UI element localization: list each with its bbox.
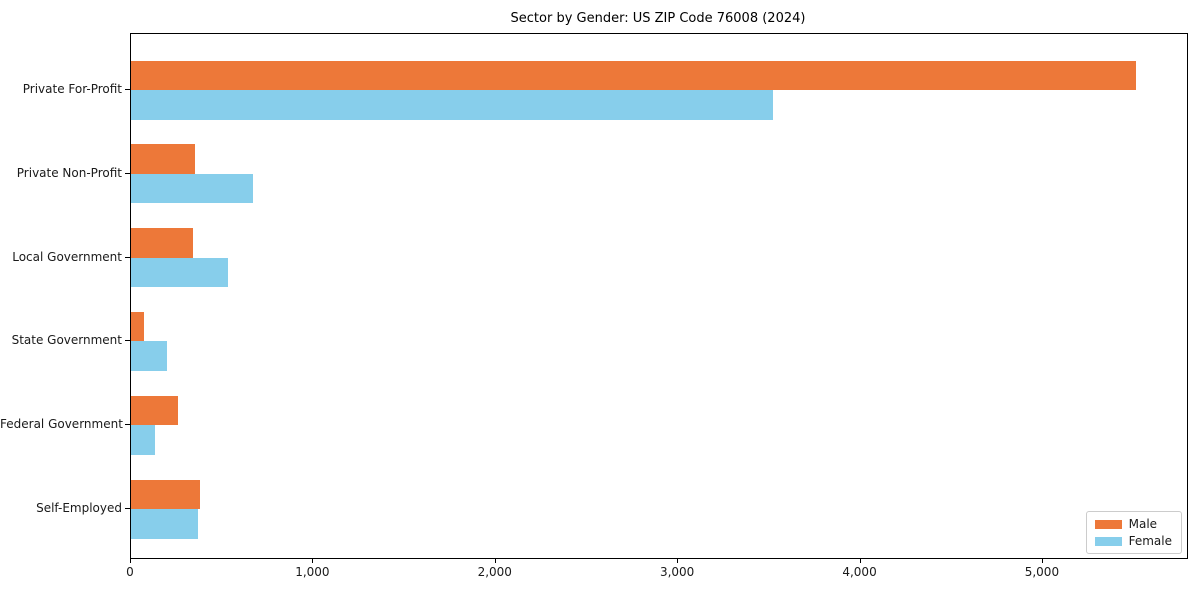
y-axis-label-federal-government: Federal Government [0, 417, 123, 432]
y-axis-label-private-non-profit: Private Non-Profit [16, 165, 122, 180]
bar-private-for-profit-female [131, 90, 773, 120]
x-axis-label-2-000: 2,000 [477, 565, 512, 579]
y-axis-label-private-for-profit: Private For-Profit [22, 82, 122, 96]
bar-private-for-profit-male [131, 60, 1136, 90]
x-axis-tick [859, 558, 861, 563]
y-axis-tick [125, 508, 130, 509]
y-axis-tick [125, 340, 130, 342]
bar-self-employed-female [131, 509, 199, 539]
bar-federal-government-male [131, 395, 179, 426]
y-axis-tick [125, 172, 130, 174]
y-axis-label-local-government: Local Government [12, 249, 122, 264]
y-axis-label-state-government: State Government [11, 333, 122, 348]
legend-item-male: Male [1094, 517, 1172, 531]
x-axis-label-5-000: 5,000 [1024, 565, 1060, 579]
legend-label-male: Male [1128, 517, 1158, 531]
bar-state-government-male [131, 311, 144, 342]
legend-swatch-male [1094, 519, 1122, 529]
x-axis-tick [312, 558, 314, 563]
x-axis-label-3-000: 3,000 [659, 565, 695, 579]
bar-private-non-profit-male [131, 144, 195, 174]
legend-swatch-female [1094, 536, 1122, 546]
bar-state-government-female [131, 341, 168, 371]
y-axis-tick [125, 256, 130, 258]
x-axis-tick [1041, 558, 1043, 563]
x-axis-tick [130, 558, 131, 563]
chart-title: Sector by Gender: US ZIP Code 76008 (202… [510, 11, 806, 26]
x-axis-tick [677, 558, 679, 563]
x-axis-tick [494, 558, 496, 563]
bar-local-government-female [131, 257, 228, 288]
plot-area: Male Female [130, 33, 1188, 559]
legend-item-female: Female [1094, 534, 1172, 548]
x-axis-label-0: 0 [126, 565, 134, 579]
y-axis-label-self-employed: Self-Employed [36, 501, 122, 515]
bar-private-non-profit-female [131, 173, 254, 204]
bar-self-employed-male [131, 479, 201, 509]
bar-federal-government-female [131, 425, 155, 455]
y-axis-tick [125, 424, 130, 426]
y-axis-tick [125, 89, 130, 90]
legend: Male Female [1085, 511, 1182, 554]
legend-label-female: Female [1128, 534, 1172, 548]
bar-local-government-male [131, 228, 193, 258]
x-axis-label-1-000: 1,000 [295, 565, 330, 579]
x-axis-label-4-000: 4,000 [842, 565, 877, 579]
